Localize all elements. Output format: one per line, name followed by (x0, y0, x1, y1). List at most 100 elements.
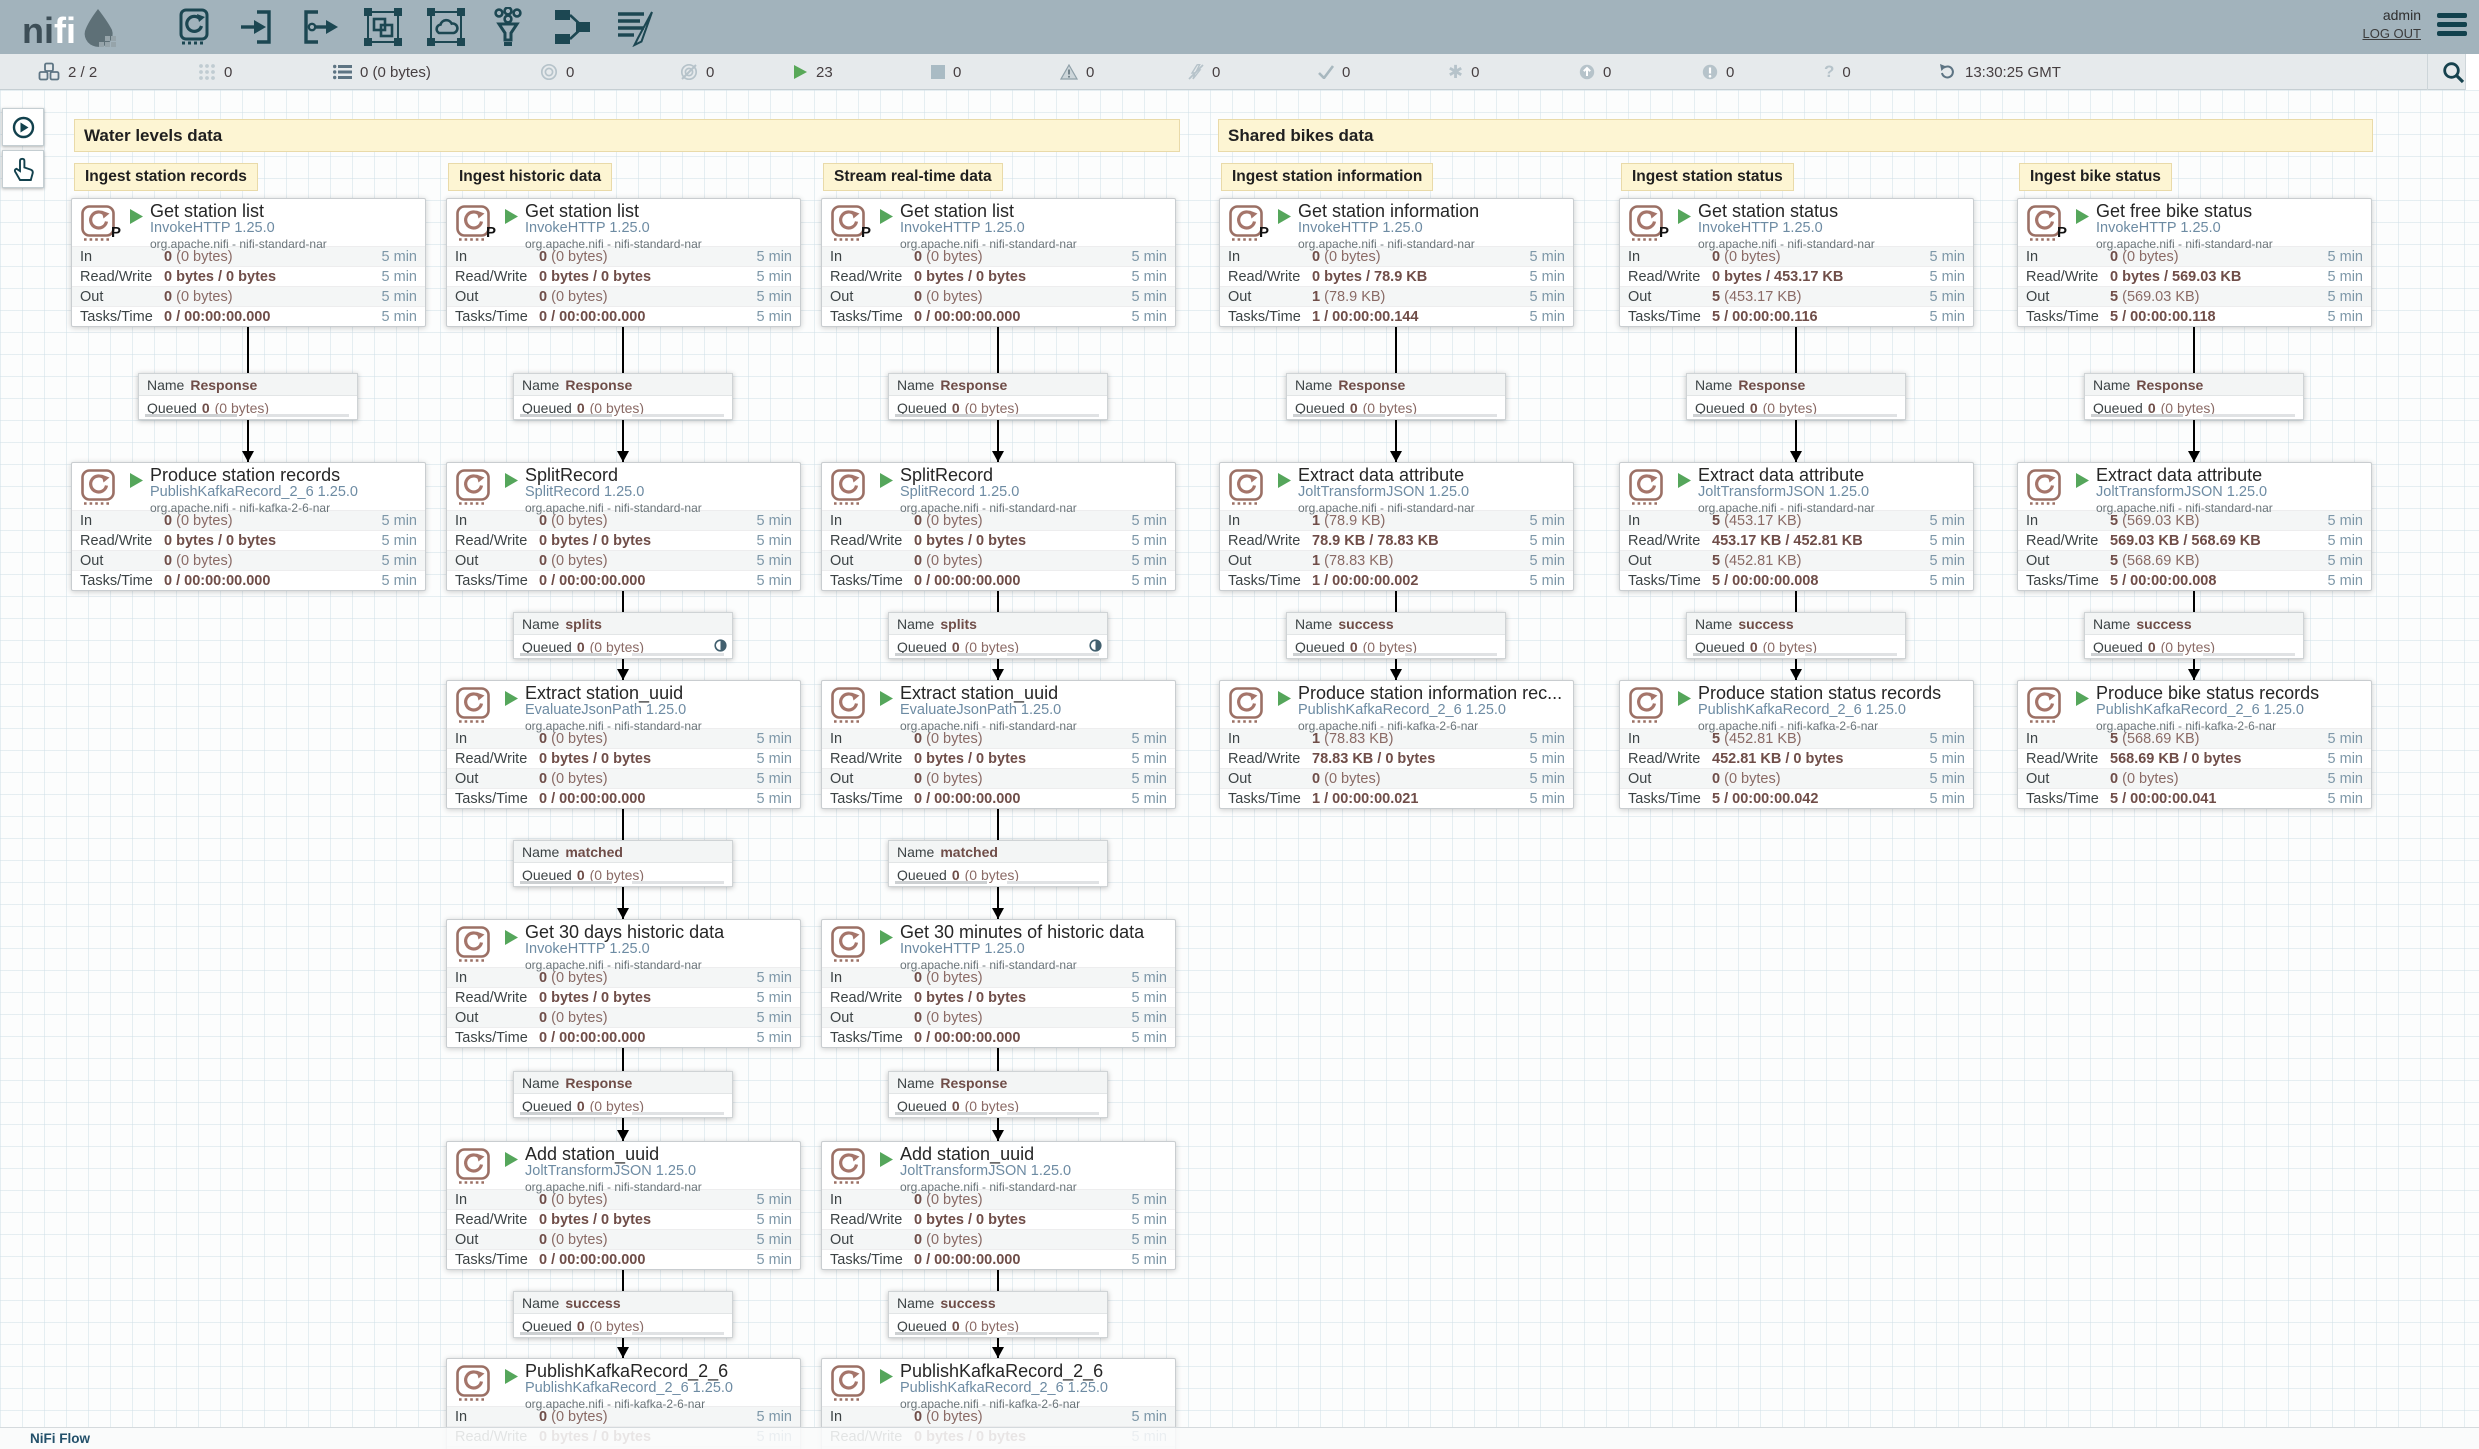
section-label[interactable]: Stream real-time data (823, 163, 1003, 191)
connection-label[interactable]: Name success Queued 0 (0 bytes) (888, 1291, 1108, 1338)
processor-node[interactable]: P Extract data attribute JoltTransformJS… (1619, 462, 1974, 591)
processor-node[interactable]: P SplitRecord SplitRecord 1.25.0 org.apa… (821, 462, 1176, 591)
processor-type: PublishKafkaRecord_2_6 1.25.0 (1698, 702, 1906, 719)
connection-label[interactable]: Name Response Queued 0 (0 bytes) (513, 373, 733, 420)
stat-value: 0 (0 bytes) (539, 730, 608, 747)
operate-palette-toggle[interactable] (2, 150, 44, 188)
toolbar-remote-process-group-icon[interactable] (424, 7, 468, 47)
connection-label[interactable]: Name success Queued 0 (0 bytes) (1286, 612, 1506, 659)
toolbar-funnel-icon[interactable] (487, 7, 531, 47)
processor-name: Produce station records (150, 465, 341, 485)
section-label[interactable]: Ingest station status (1621, 163, 1794, 191)
processor-node[interactable]: P Produce station records PublishKafkaRe… (71, 462, 426, 591)
processor-titles: Add station_uuid JoltTransformJSON 1.25.… (525, 1142, 800, 1195)
processor-stats: In 0 (0 bytes) 5 min Read/Write 0 bytes … (822, 1189, 1175, 1269)
toolbar-input-port-icon[interactable] (235, 7, 279, 47)
global-menu-icon[interactable] (2437, 13, 2467, 44)
section-label[interactable]: Ingest bike status (2019, 163, 2172, 191)
stat-row: Tasks/Time 5 / 00:00:00.118 5 min (2018, 306, 2371, 326)
flow-label[interactable]: Water levels data (74, 119, 1180, 152)
logout-link[interactable]: LOG OUT (2362, 26, 2421, 41)
processor-node[interactable]: P Add station_uuid JoltTransformJSON 1.2… (821, 1141, 1176, 1270)
processor-node[interactable]: P Produce station information rec... Pub… (1219, 680, 1574, 809)
processor-node[interactable]: P Get free bike status InvokeHTTP 1.25.0… (2017, 198, 2372, 327)
connection-label[interactable]: Name splits Queued 0 (0 bytes) (513, 612, 733, 659)
processor-icon (455, 468, 491, 511)
processor-node[interactable]: P Extract station_uuid EvaluateJsonPath … (821, 680, 1176, 809)
connection-label[interactable]: Name Response Queued 0 (0 bytes) (888, 1071, 1108, 1118)
processor-node[interactable]: P Get station status InvokeHTTP 1.25.0 o… (1619, 198, 1974, 327)
connection-name-row: Name Response (889, 374, 1107, 396)
processor-node[interactable]: P Get 30 minutes of historic data Invoke… (821, 919, 1176, 1048)
connection-label[interactable]: Name splits Queued 0 (0 bytes) (888, 612, 1108, 659)
status-running: 23 (793, 54, 833, 90)
processor-node[interactable]: P Produce station status records Publish… (1619, 680, 1974, 809)
processor-node[interactable]: P Extract data attribute JoltTransformJS… (1219, 462, 1574, 591)
queued-label: Queued (2093, 638, 2143, 655)
stat-row: In 1 (78.83 KB) 5 min (1220, 728, 1573, 748)
connection-label[interactable]: Name Response Queued 0 (0 bytes) (2084, 373, 2304, 420)
processor-node[interactable]: P Get station list InvokeHTTP 1.25.0 org… (71, 198, 426, 327)
connection-label[interactable]: Name Response Queued 0 (0 bytes) (1286, 373, 1506, 420)
connection-name-row: Name success (889, 1292, 1107, 1314)
connection-name-label: Name (522, 615, 560, 632)
toolbar-process-group-icon[interactable] (361, 7, 405, 47)
connection-name-row: Name splits (889, 613, 1107, 635)
stat-row: Read/Write 0 bytes / 569.03 KB 5 min (2018, 266, 2371, 286)
stat-window: 5 min (1929, 248, 1965, 265)
search-icon[interactable] (2442, 61, 2465, 84)
connection-label[interactable]: Name Response Queued 0 (0 bytes) (888, 373, 1108, 420)
processor-titles: Add station_uuid JoltTransformJSON 1.25.… (900, 1142, 1175, 1195)
processor-node[interactable]: P Extract data attribute JoltTransformJS… (2017, 462, 2372, 591)
connection-label[interactable]: Name matched Queued 0 (0 bytes) (513, 840, 733, 887)
stat-row: In 5 (453.17 KB) 5 min (1620, 510, 1973, 530)
queued-count: 0 (951, 399, 960, 416)
stat-value: 1 (78.83 KB) (1312, 730, 1394, 747)
nifi-logo: ni fi (22, 7, 124, 48)
queue-percent-bar (520, 881, 612, 884)
toolbar-processor-icon[interactable] (172, 7, 216, 47)
connection-label[interactable]: Name success Queued 0 (0 bytes) (513, 1291, 733, 1338)
section-label[interactable]: Ingest historic data (448, 163, 613, 191)
queued-size: (0 bytes) (964, 1097, 1020, 1114)
processor-node[interactable]: P SplitRecord SplitRecord 1.25.0 org.apa… (446, 462, 801, 591)
processor-icon (455, 925, 491, 968)
disabled-icon (1188, 64, 1204, 80)
connection-label[interactable]: Name success Queued 0 (0 bytes) (2084, 612, 2304, 659)
stat-row: Tasks/Time 5 / 00:00:00.008 5 min (2018, 570, 2371, 590)
toolbar-label-icon[interactable] (613, 7, 657, 47)
search-input[interactable] (2465, 54, 2479, 90)
stat-value: 0 / 00:00:00.000 (539, 1029, 646, 1046)
processor-node[interactable]: P Get station list InvokeHTTP 1.25.0 org… (821, 198, 1176, 327)
processor-bundle: org.apache.nifi - nifi-standard-nar (1298, 501, 1475, 516)
navigate-palette-toggle[interactable] (2, 108, 44, 146)
navigate-icon (12, 116, 34, 138)
section-label[interactable]: Ingest station information (1221, 163, 1434, 191)
queue-percent-bar (145, 414, 237, 417)
queued-count: 0 (576, 866, 585, 883)
processor-node[interactable]: P Add station_uuid JoltTransformJSON 1.2… (446, 1141, 801, 1270)
connection-label[interactable]: Name Response Queued 0 (0 bytes) (513, 1071, 733, 1118)
stat-label: Out (1228, 288, 1252, 305)
breadcrumb[interactable]: NiFi Flow (30, 1431, 90, 1446)
stat-value: 0 bytes / 0 bytes (914, 268, 1027, 285)
stat-window: 5 min (756, 288, 792, 305)
connection-label[interactable]: Name matched Queued 0 (0 bytes) (888, 840, 1108, 887)
toolbar-template-icon[interactable] (550, 7, 594, 47)
section-label[interactable]: Ingest station records (74, 163, 258, 191)
processor-node[interactable]: P Extract station_uuid EvaluateJsonPath … (446, 680, 801, 809)
processor-type: InvokeHTTP 1.25.0 (2096, 220, 2221, 237)
connection-label[interactable]: Name success Queued 0 (0 bytes) (1686, 612, 1906, 659)
stat-window: 5 min (756, 1251, 792, 1268)
processor-node[interactable]: P Get 30 days historic data InvokeHTTP 1… (446, 919, 801, 1048)
processor-node[interactable]: P Produce bike status records PublishKaf… (2017, 680, 2372, 809)
stat-row: Out 0 (0 bytes) 5 min (822, 1007, 1175, 1027)
connection-label[interactable]: Name Response Queued 0 (0 bytes) (1686, 373, 1906, 420)
refresh-icon[interactable] (1938, 63, 1956, 81)
flow-label[interactable]: Shared bikes data (1218, 119, 2373, 152)
processor-node[interactable]: P Get station information InvokeHTTP 1.2… (1219, 198, 1574, 327)
processor-node[interactable]: P Get station list InvokeHTTP 1.25.0 org… (446, 198, 801, 327)
toolbar-output-port-icon[interactable] (298, 7, 342, 47)
queue-size-bar (2203, 414, 2295, 417)
connection-label[interactable]: Name Response Queued 0 (0 bytes) (138, 373, 358, 420)
